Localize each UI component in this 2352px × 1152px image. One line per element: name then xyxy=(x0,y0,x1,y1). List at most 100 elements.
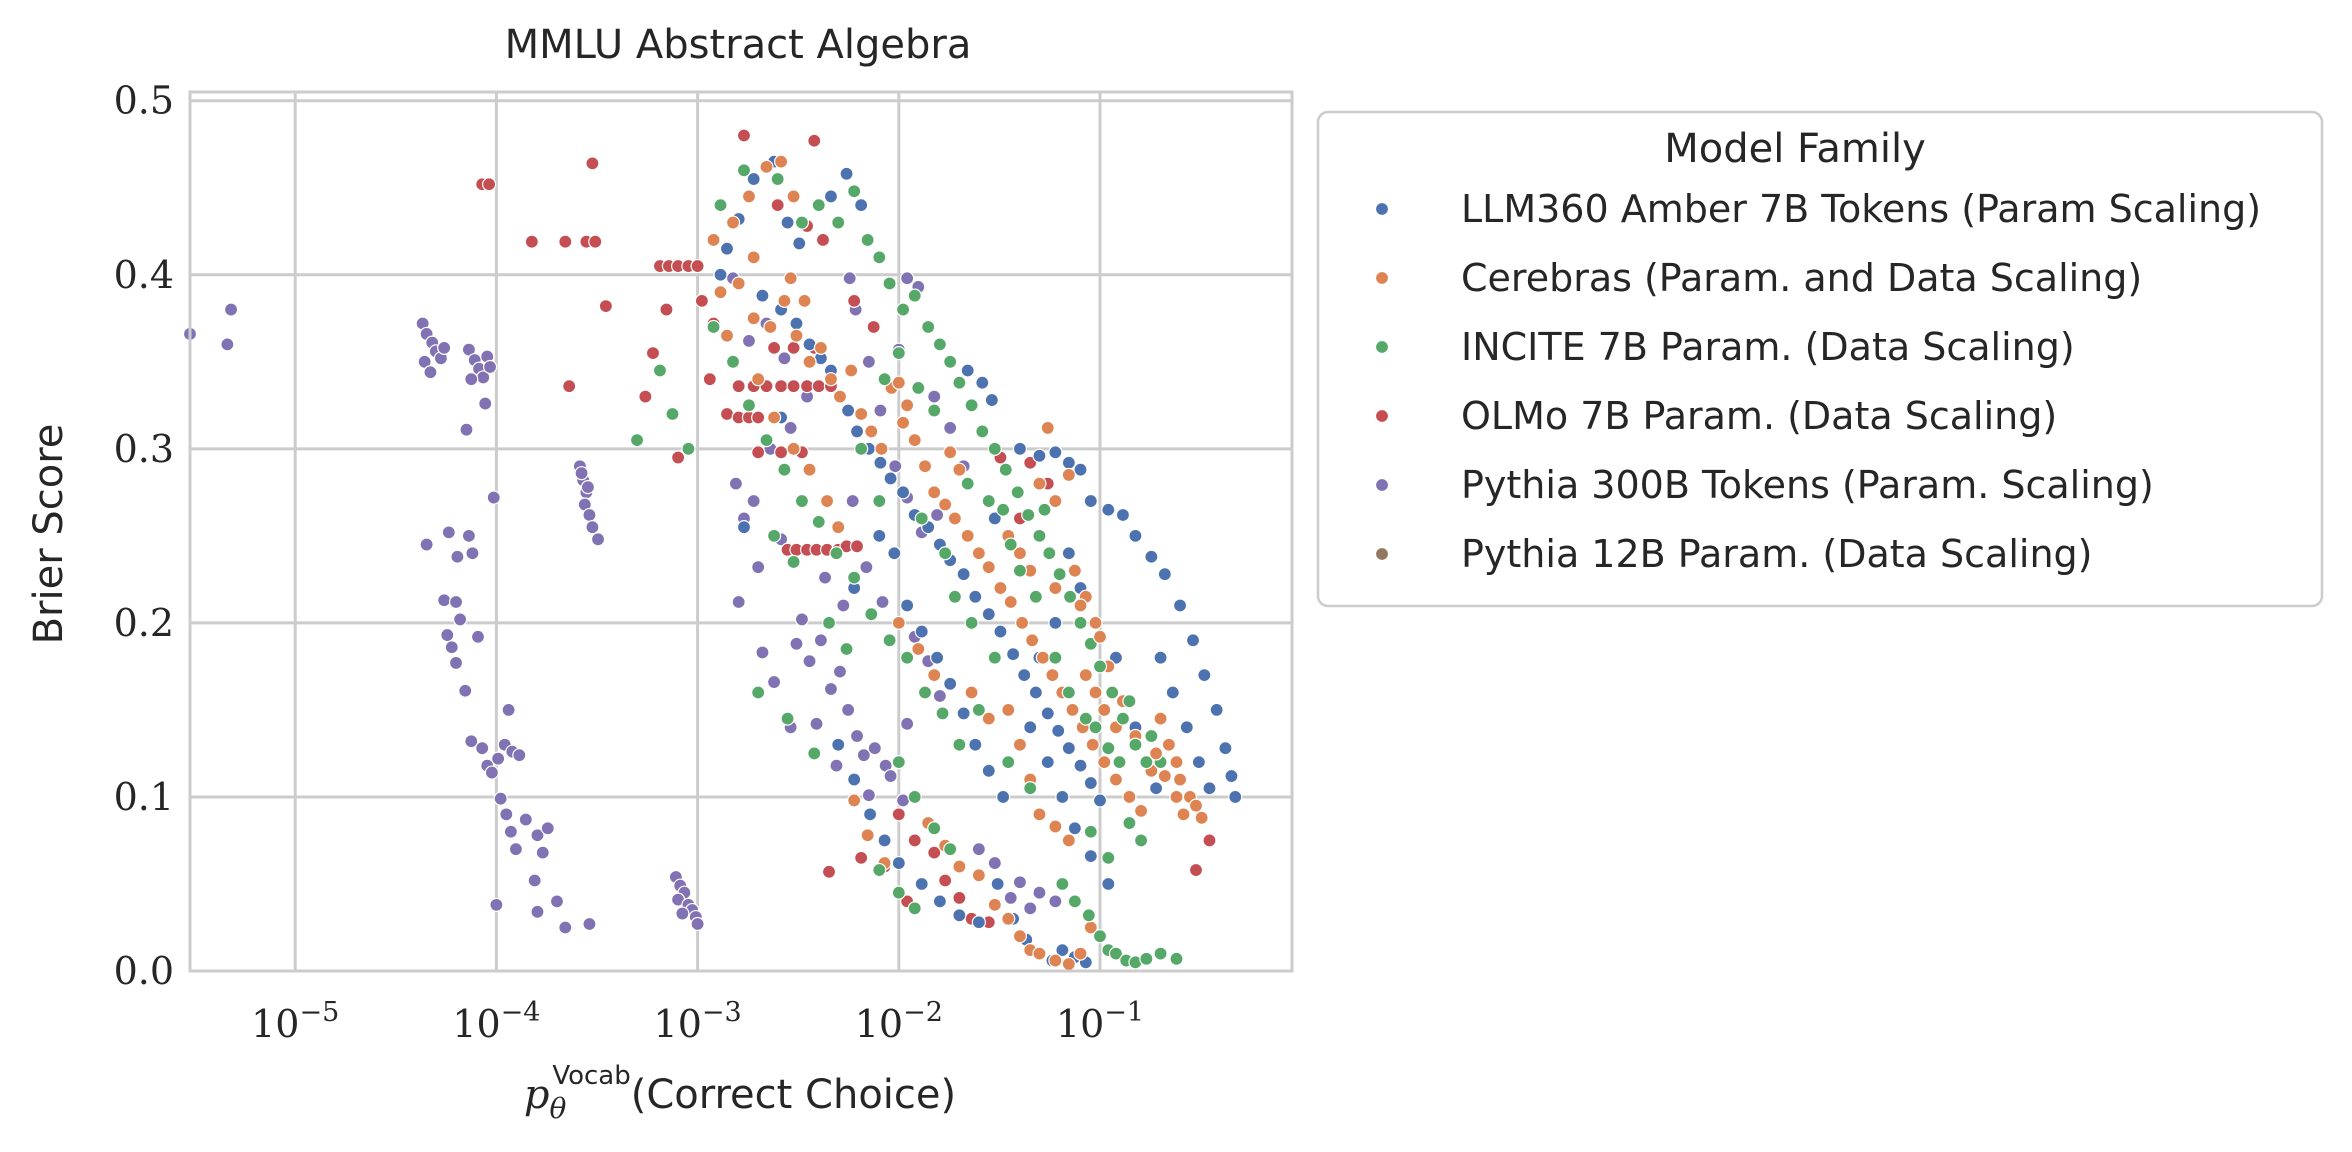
data-point xyxy=(1188,798,1204,813)
data-point xyxy=(773,154,789,169)
data-point xyxy=(1191,755,1206,770)
data-point xyxy=(1083,493,1098,509)
data-point xyxy=(461,528,477,543)
data-point xyxy=(448,655,464,671)
data-point xyxy=(971,868,986,883)
data-point xyxy=(842,271,857,286)
legend-label: INCITE 7B Param. (Data Scaling) xyxy=(1461,325,2075,369)
data-point xyxy=(861,354,876,369)
data-point xyxy=(1161,737,1177,752)
data-point xyxy=(845,493,860,509)
data-point xyxy=(1108,772,1124,787)
data-point xyxy=(1101,741,1116,756)
data-point xyxy=(971,842,986,857)
data-point xyxy=(1194,810,1209,825)
data-point xyxy=(823,372,839,387)
data-point xyxy=(927,389,942,404)
legend-title: Model Family xyxy=(1664,126,1926,172)
data-point xyxy=(582,916,597,932)
data-point xyxy=(777,293,792,308)
data-point xyxy=(1061,741,1076,756)
data-point xyxy=(759,433,774,448)
data-point xyxy=(1088,720,1103,735)
data-point xyxy=(1032,946,1047,961)
data-point xyxy=(713,285,728,300)
data-point xyxy=(807,746,822,761)
data-point xyxy=(856,748,871,763)
data-point xyxy=(1133,803,1149,818)
data-point xyxy=(783,271,798,286)
data-point xyxy=(1228,789,1243,805)
data-point xyxy=(423,365,438,380)
data-point xyxy=(864,424,879,439)
data-point xyxy=(927,403,942,418)
data-point xyxy=(1169,755,1184,770)
data-point xyxy=(665,406,680,422)
data-point xyxy=(947,511,962,526)
data-point xyxy=(952,890,967,905)
data-point xyxy=(1172,772,1188,787)
data-point xyxy=(535,845,550,860)
data-point xyxy=(1157,768,1172,784)
data-point xyxy=(741,333,757,349)
data-point xyxy=(952,462,967,477)
y-tick-labels: 0.0 0.1 0.2 0.3 0.4 0.5 xyxy=(114,79,174,993)
data-point xyxy=(854,406,869,422)
data-point xyxy=(794,493,810,509)
data-point xyxy=(802,462,817,477)
y-axis-label: Brier Score xyxy=(26,424,72,645)
data-point xyxy=(1052,567,1067,582)
data-point xyxy=(1112,755,1127,770)
data-point xyxy=(741,398,757,413)
data-point xyxy=(911,380,926,396)
data-point xyxy=(1088,615,1103,630)
data-point xyxy=(746,493,761,509)
data-point xyxy=(465,546,480,561)
plot-frame xyxy=(188,90,1294,973)
data-point xyxy=(875,594,890,610)
data-point xyxy=(585,520,600,535)
data-point xyxy=(1105,685,1120,700)
data-point xyxy=(1073,598,1088,613)
data-point xyxy=(783,420,798,436)
data-point xyxy=(968,737,983,752)
legend: Model Family LLM360 Amber 7B Tokens (Par… xyxy=(1316,110,2324,608)
data-point xyxy=(728,476,743,491)
data-point xyxy=(847,772,862,787)
data-point xyxy=(917,685,933,700)
data-point xyxy=(1083,824,1098,839)
data-point xyxy=(872,528,887,543)
data-point xyxy=(888,459,903,474)
data-point xyxy=(1048,650,1063,665)
data-point xyxy=(811,514,826,530)
x-tick-label: 10−4 xyxy=(452,997,540,1046)
data-point xyxy=(943,842,958,857)
data-point xyxy=(220,337,235,352)
data-point xyxy=(1001,911,1016,926)
data-point xyxy=(927,667,942,683)
data-point xyxy=(741,189,757,204)
data-point xyxy=(1001,702,1016,718)
legend-label: Pythia 12B Param. (Data Scaling) xyxy=(1461,532,2092,576)
data-point xyxy=(1202,781,1217,796)
data-point xyxy=(1061,685,1076,700)
data-point xyxy=(580,480,596,495)
data-point xyxy=(1148,746,1164,761)
data-point xyxy=(831,737,846,752)
data-point xyxy=(927,845,942,860)
data-point xyxy=(932,894,947,909)
data-point xyxy=(797,293,812,308)
x-axis-label-main: p xyxy=(524,1072,550,1118)
data-point xyxy=(638,389,653,404)
data-point xyxy=(1012,929,1028,944)
data-point xyxy=(832,389,848,404)
data-point xyxy=(530,828,545,843)
data-point xyxy=(706,232,721,248)
legend-box xyxy=(1316,110,2324,608)
data-point xyxy=(777,462,792,477)
data-point xyxy=(921,319,936,335)
data-point xyxy=(911,641,926,657)
data-point xyxy=(815,232,831,248)
data-point xyxy=(736,163,752,178)
